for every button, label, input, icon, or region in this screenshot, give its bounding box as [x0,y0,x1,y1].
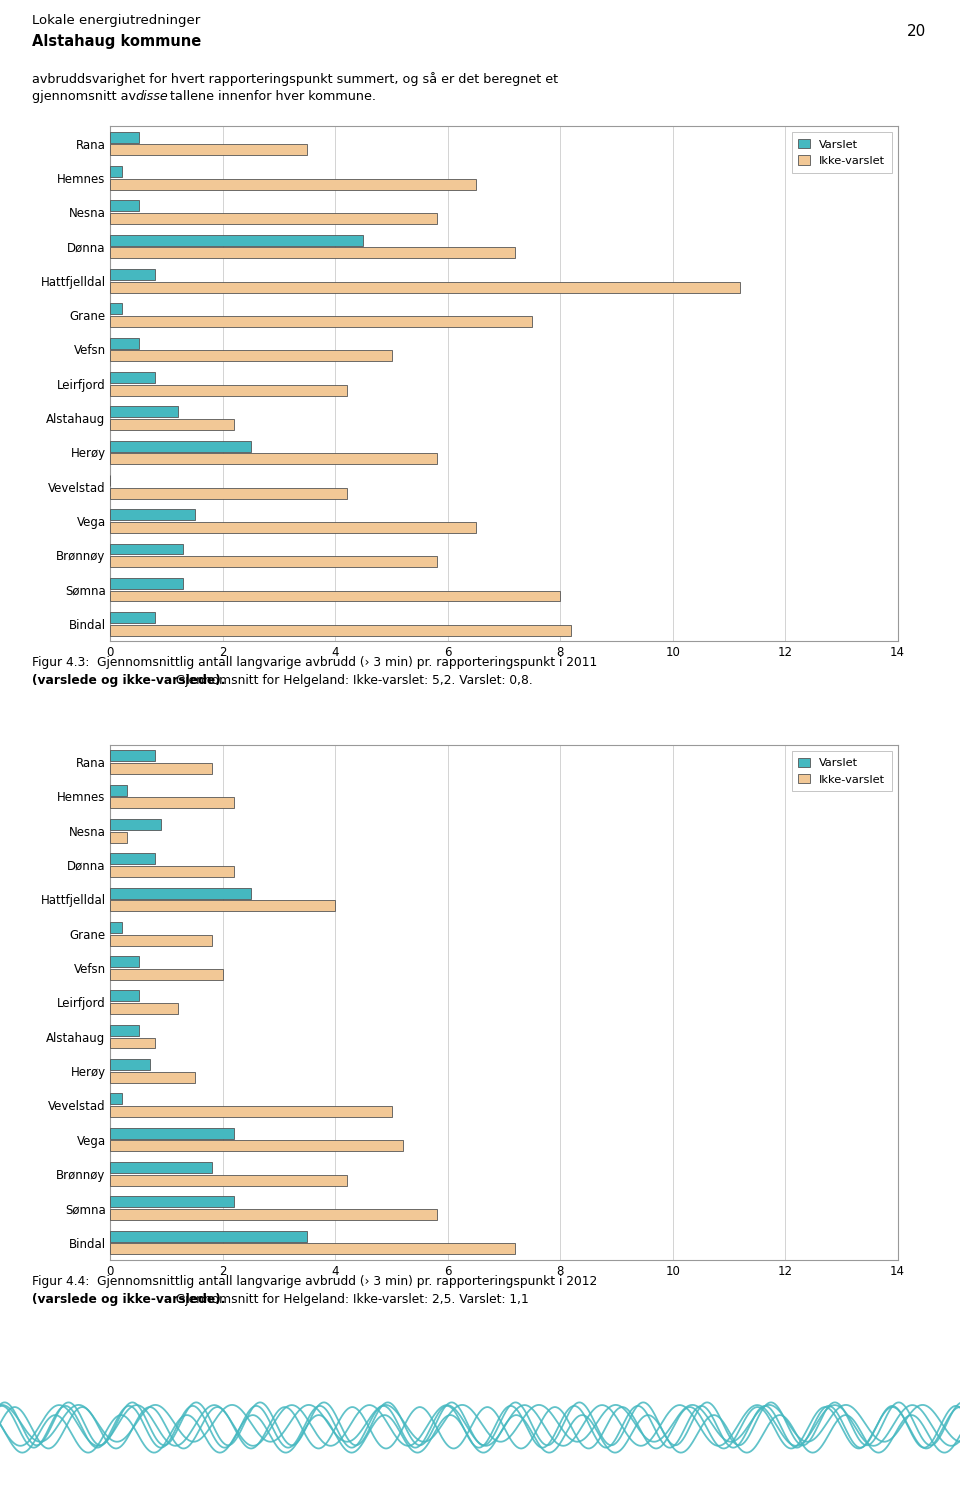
Bar [110,923,122,933]
Bar [110,1094,122,1105]
Bar [110,935,211,945]
Bar [110,888,251,898]
Text: Gjennomsnitt for Helgeland: Ikke-varslet: 5,2. Varslet: 0,8.: Gjennomsnitt for Helgeland: Ikke-varslet… [172,674,533,688]
Bar [110,819,161,829]
Text: 20: 20 [907,24,926,39]
Bar [110,900,335,911]
Bar [110,1072,195,1082]
Bar [110,1106,392,1117]
Bar [110,235,364,245]
Bar [110,1127,234,1139]
Bar [110,406,178,417]
Bar [110,832,128,843]
Bar [110,1243,516,1254]
Bar [110,166,122,178]
Bar [110,418,234,430]
Bar [110,798,234,808]
Bar [110,385,347,396]
Bar [110,304,122,315]
Bar [110,763,211,774]
Bar [110,557,437,567]
Bar [110,337,138,349]
Bar [110,509,195,521]
Bar [110,578,183,588]
Bar [110,522,476,533]
Bar [110,969,223,980]
Bar [110,453,437,464]
Bar [110,543,183,554]
Bar [110,1209,437,1221]
Bar [110,1060,150,1070]
Bar [110,751,156,762]
Legend: Varslet, Ikke-varslet: Varslet, Ikke-varslet [792,751,892,792]
Bar [110,144,307,155]
Bar [110,1231,307,1242]
Text: avbruddsvarighet for hvert rapporteringspunkt summert, og så er det beregnet et: avbruddsvarighet for hvert rapporterings… [32,72,558,86]
Bar [110,488,347,498]
Bar [110,372,156,382]
Bar [110,990,138,1001]
Text: (varslede og ikke-varslede).: (varslede og ikke-varslede). [32,674,226,688]
Bar [110,853,156,864]
Text: Alstahaug kommune: Alstahaug kommune [32,33,201,48]
Bar [110,214,437,224]
Bar [110,956,138,968]
Bar [110,1004,178,1014]
Bar [110,200,138,211]
Bar [110,1196,234,1207]
Bar [110,269,156,280]
Bar [110,613,156,623]
Bar [110,625,571,635]
Bar [110,1037,156,1049]
Bar [110,1025,138,1035]
Legend: Varslet, Ikke-varslet: Varslet, Ikke-varslet [792,132,892,173]
Text: (varslede og ikke-varslede).: (varslede og ikke-varslede). [32,1293,226,1306]
Text: tallene innenfor hver kommune.: tallene innenfor hver kommune. [166,90,376,104]
Bar [110,1141,403,1151]
Text: Gjennomsnitt for Helgeland: Ikke-varslet: 2,5. Varslet: 1,1: Gjennomsnitt for Helgeland: Ikke-varslet… [172,1293,529,1306]
Text: disse: disse [135,90,168,104]
Text: Lokale energiutredninger: Lokale energiutredninger [32,14,200,27]
Text: Figur 4.3:  Gjennomsnittlig antall langvarige avbrudd (› 3 min) pr. rapportering: Figur 4.3: Gjennomsnittlig antall langva… [32,656,597,670]
Text: gjennomsnitt av: gjennomsnitt av [32,90,140,104]
Text: Figur 4.4:  Gjennomsnittlig antall langvarige avbrudd (› 3 min) pr. rapportering: Figur 4.4: Gjennomsnittlig antall langva… [32,1275,597,1288]
Bar [110,132,138,143]
Bar [110,865,234,877]
Bar [110,1175,347,1186]
Bar [110,281,740,292]
Bar [110,179,476,190]
Bar [110,316,532,327]
Bar [110,441,251,452]
Bar [110,1162,211,1172]
Bar [110,590,561,602]
Bar [110,784,128,796]
Bar [110,247,516,259]
Bar [110,351,392,361]
